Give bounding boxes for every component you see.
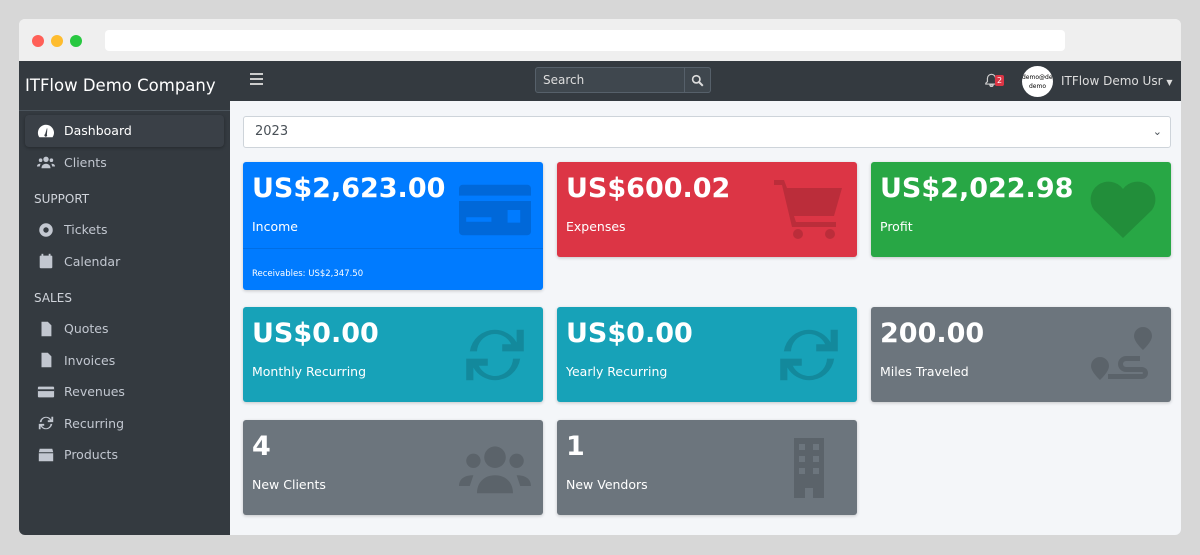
monthly-recurring-card[interactable]: US$0.00 Monthly Recurring bbox=[243, 307, 543, 402]
sidebar-item-label: Calendar bbox=[64, 253, 121, 269]
tachometer-icon bbox=[37, 124, 54, 138]
notification-badge: 2 bbox=[995, 75, 1005, 86]
shopping-cart-icon bbox=[774, 180, 842, 239]
new-vendors-card[interactable]: 1 New Vendors bbox=[557, 420, 857, 515]
card-label: Miles Traveled bbox=[880, 364, 969, 379]
card-value: US$2,623.00 bbox=[252, 173, 446, 204]
search-icon bbox=[691, 74, 704, 87]
yearly-recurring-card[interactable]: US$0.00 Yearly Recurring bbox=[557, 307, 857, 402]
close-dot[interactable] bbox=[32, 35, 44, 47]
divider bbox=[243, 248, 543, 249]
new-clients-card[interactable]: 4 New Clients bbox=[243, 420, 543, 515]
income-card[interactable]: US$2,623.00 Income Receivables: US$2,347… bbox=[243, 162, 543, 290]
sidebar-item-label: Tickets bbox=[64, 222, 108, 238]
card-value: US$600.02 bbox=[566, 173, 731, 204]
sidebar-item-label: Invoices bbox=[64, 352, 116, 368]
users-icon bbox=[459, 446, 531, 494]
year-select-value: 2023 bbox=[255, 124, 289, 139]
sidebar-item-invoices[interactable]: Invoices bbox=[25, 345, 224, 377]
top-navbar: Search 2 demo@demo demo ITFlow Demo Usr … bbox=[230, 61, 1181, 101]
sync-icon bbox=[38, 416, 54, 430]
credit-card-icon bbox=[459, 184, 531, 236]
browser-window: ITFlow Demo Company Dashboard Clients SU… bbox=[19, 19, 1181, 535]
menu-toggle-icon[interactable] bbox=[250, 73, 263, 85]
calendar-icon bbox=[39, 254, 53, 269]
miles-traveled-card[interactable]: 200.00 Miles Traveled bbox=[871, 307, 1171, 402]
minimize-dot[interactable] bbox=[51, 35, 63, 47]
year-select[interactable]: 2023 ⌄ bbox=[243, 116, 1171, 148]
card-label: New Vendors bbox=[566, 477, 648, 492]
life-ring-icon bbox=[39, 223, 53, 237]
sidebar-item-tickets[interactable]: Tickets bbox=[25, 214, 224, 246]
sidebar-item-label: Quotes bbox=[64, 321, 109, 337]
sidebar-item-label: Dashboard bbox=[64, 123, 132, 139]
sidebar-item-clients[interactable]: Clients bbox=[25, 147, 224, 179]
sidebar: ITFlow Demo Company Dashboard Clients SU… bbox=[19, 61, 230, 535]
users-icon bbox=[37, 156, 55, 169]
brand-link[interactable]: ITFlow Demo Company bbox=[19, 61, 230, 111]
sidebar-item-label: Revenues bbox=[64, 384, 125, 400]
section-header-support: SUPPORT bbox=[34, 192, 90, 206]
sidebar-item-dashboard[interactable]: Dashboard bbox=[25, 115, 224, 147]
card-value: US$0.00 bbox=[566, 318, 693, 349]
card-label: Expenses bbox=[566, 219, 626, 234]
route-icon bbox=[1091, 327, 1152, 380]
card-label: New Clients bbox=[252, 477, 326, 492]
sync-icon bbox=[780, 329, 838, 381]
building-icon bbox=[794, 438, 824, 498]
search-button[interactable] bbox=[684, 67, 711, 93]
card-value: US$0.00 bbox=[252, 318, 379, 349]
profit-card[interactable]: US$2,022.98 Profit bbox=[871, 162, 1171, 257]
card-label: Yearly Recurring bbox=[566, 364, 668, 379]
credit-card-icon bbox=[37, 386, 55, 398]
maximize-dot[interactable] bbox=[70, 35, 82, 47]
sidebar-item-label: Recurring bbox=[64, 415, 124, 431]
user-menu[interactable]: ITFlow Demo Usr ▼ bbox=[1061, 74, 1173, 88]
address-bar[interactable] bbox=[105, 30, 1065, 51]
card-value: US$2,022.98 bbox=[880, 173, 1074, 204]
sidebar-item-calendar[interactable]: Calendar bbox=[25, 246, 224, 278]
sidebar-item-products[interactable]: Products bbox=[25, 439, 224, 471]
chevron-down-icon: ⌄ bbox=[1152, 125, 1162, 138]
sync-icon bbox=[466, 329, 524, 381]
browser-chrome bbox=[19, 19, 1181, 61]
sidebar-item-label: Clients bbox=[64, 154, 107, 170]
card-value: 1 bbox=[566, 431, 585, 462]
sidebar-item-quotes[interactable]: Quotes bbox=[25, 313, 224, 345]
card-value: 200.00 bbox=[880, 318, 985, 349]
card-label: Income bbox=[252, 219, 298, 234]
sidebar-item-label: Products bbox=[64, 447, 118, 463]
sidebar-item-recurring[interactable]: Recurring bbox=[25, 408, 224, 440]
card-label: Profit bbox=[880, 219, 913, 234]
main-content: 2023 ⌄ US$2,623.00 Income Receivables: US… bbox=[230, 101, 1181, 535]
invoice-icon bbox=[41, 353, 52, 368]
receivables-text: Receivables: US$2,347.50 bbox=[252, 269, 364, 279]
section-header-sales: SALES bbox=[34, 291, 72, 305]
card-value: 4 bbox=[252, 431, 271, 462]
sidebar-item-revenues[interactable]: Revenues bbox=[25, 376, 224, 408]
file-icon bbox=[41, 321, 52, 336]
box-icon bbox=[38, 448, 54, 462]
expenses-card[interactable]: US$600.02 Expenses bbox=[557, 162, 857, 257]
user-name: ITFlow Demo Usr bbox=[1061, 74, 1163, 88]
avatar[interactable]: demo@demo demo bbox=[1022, 66, 1053, 97]
heart-icon bbox=[1090, 181, 1156, 238]
card-label: Monthly Recurring bbox=[252, 364, 367, 379]
caret-down-icon: ▼ bbox=[1166, 78, 1173, 87]
bell-icon[interactable] bbox=[985, 73, 998, 87]
